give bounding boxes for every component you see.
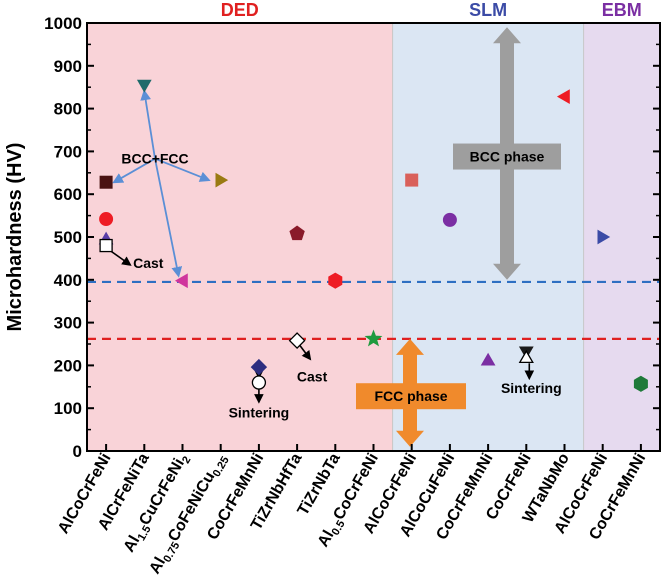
y-tick-label: 100: [54, 399, 82, 418]
y-tick-label: 700: [54, 142, 82, 161]
data-point-pentagon: [289, 225, 305, 241]
data-point-circle: [442, 212, 457, 227]
y-tick-label: 300: [54, 314, 82, 333]
axes: [86, 22, 661, 452]
note-arrow: [108, 249, 132, 266]
x-tick-labels: AlCoCrFeNiAlCrFeNiTaAl1.5CuCrFeNi2Al0.75…: [55, 450, 649, 577]
phase-label-box: [356, 383, 466, 410]
annotations: BCC+FCC Cast Sintering Cast Sintering BCC pha…: [121, 143, 562, 421]
annotation-label: BCC+FCC: [121, 151, 188, 167]
annotation-label: FCC phase: [374, 388, 447, 404]
data-point-triangle-right: [597, 229, 611, 245]
region-backgrounds: [87, 23, 660, 451]
bcc-fcc-arrow: [154, 157, 211, 182]
data-point-triangle-left: [174, 273, 188, 289]
data-point-square: [99, 238, 113, 253]
data-point-circle: [99, 212, 114, 227]
annotation-arrows: [108, 89, 535, 404]
bcc-fcc-arrow: [112, 157, 156, 184]
data-point-triangle-up: [480, 352, 496, 366]
region-ebm: [583, 23, 660, 451]
data-point-square: [405, 173, 419, 187]
data-point-hexagon: [633, 375, 648, 392]
annotation-label: BCC phase: [470, 149, 545, 165]
annotation-label: Sintering: [501, 380, 562, 396]
data-point-triangle-left: [556, 89, 570, 104]
data-point-diamond: [288, 332, 306, 350]
y-tick-label: 1000: [44, 14, 82, 33]
annotation-label: Cast: [297, 369, 328, 385]
data-point-star: [364, 329, 383, 347]
bcc-fcc-arrow: [140, 89, 156, 159]
bcc-fcc-arrow: [154, 158, 183, 278]
y-tick-labels: 0 100 200 300 400 500 600 700 800 900 1000: [44, 14, 82, 461]
y-tick-label: 900: [54, 57, 82, 76]
data-point-diamond: [250, 358, 268, 376]
region-label-slm: SLM: [469, 0, 507, 20]
annotation-label: Sintering: [229, 405, 290, 421]
data-point-triangle-down: [136, 79, 152, 93]
y-tick-label: 0: [73, 442, 82, 461]
region-label-ded: DED: [221, 0, 259, 20]
phase-label-box: [453, 143, 561, 170]
y-tick-label: 200: [54, 356, 82, 375]
y-axis-label: Microhardness (HV): [4, 143, 26, 332]
note-arrow: [299, 345, 312, 361]
data-point-triangle-up: [518, 349, 534, 364]
data-point-circle: [251, 375, 267, 390]
y-tick-label: 600: [54, 185, 82, 204]
region-labels: DED SLM EBM: [221, 0, 642, 20]
y-tick-label: 500: [54, 228, 82, 247]
y-tick-label: 400: [54, 271, 82, 290]
data-point-hexagon: [328, 272, 343, 289]
data-point-square: [99, 175, 113, 189]
y-tick-label: 800: [54, 100, 82, 119]
region-ded: [87, 23, 393, 451]
region-label-ebm: EBM: [602, 0, 642, 20]
annotation-label: Cast: [133, 255, 164, 271]
data-point-triangle-right: [215, 172, 229, 188]
region-slm: [392, 23, 584, 451]
data-points: [98, 79, 648, 392]
